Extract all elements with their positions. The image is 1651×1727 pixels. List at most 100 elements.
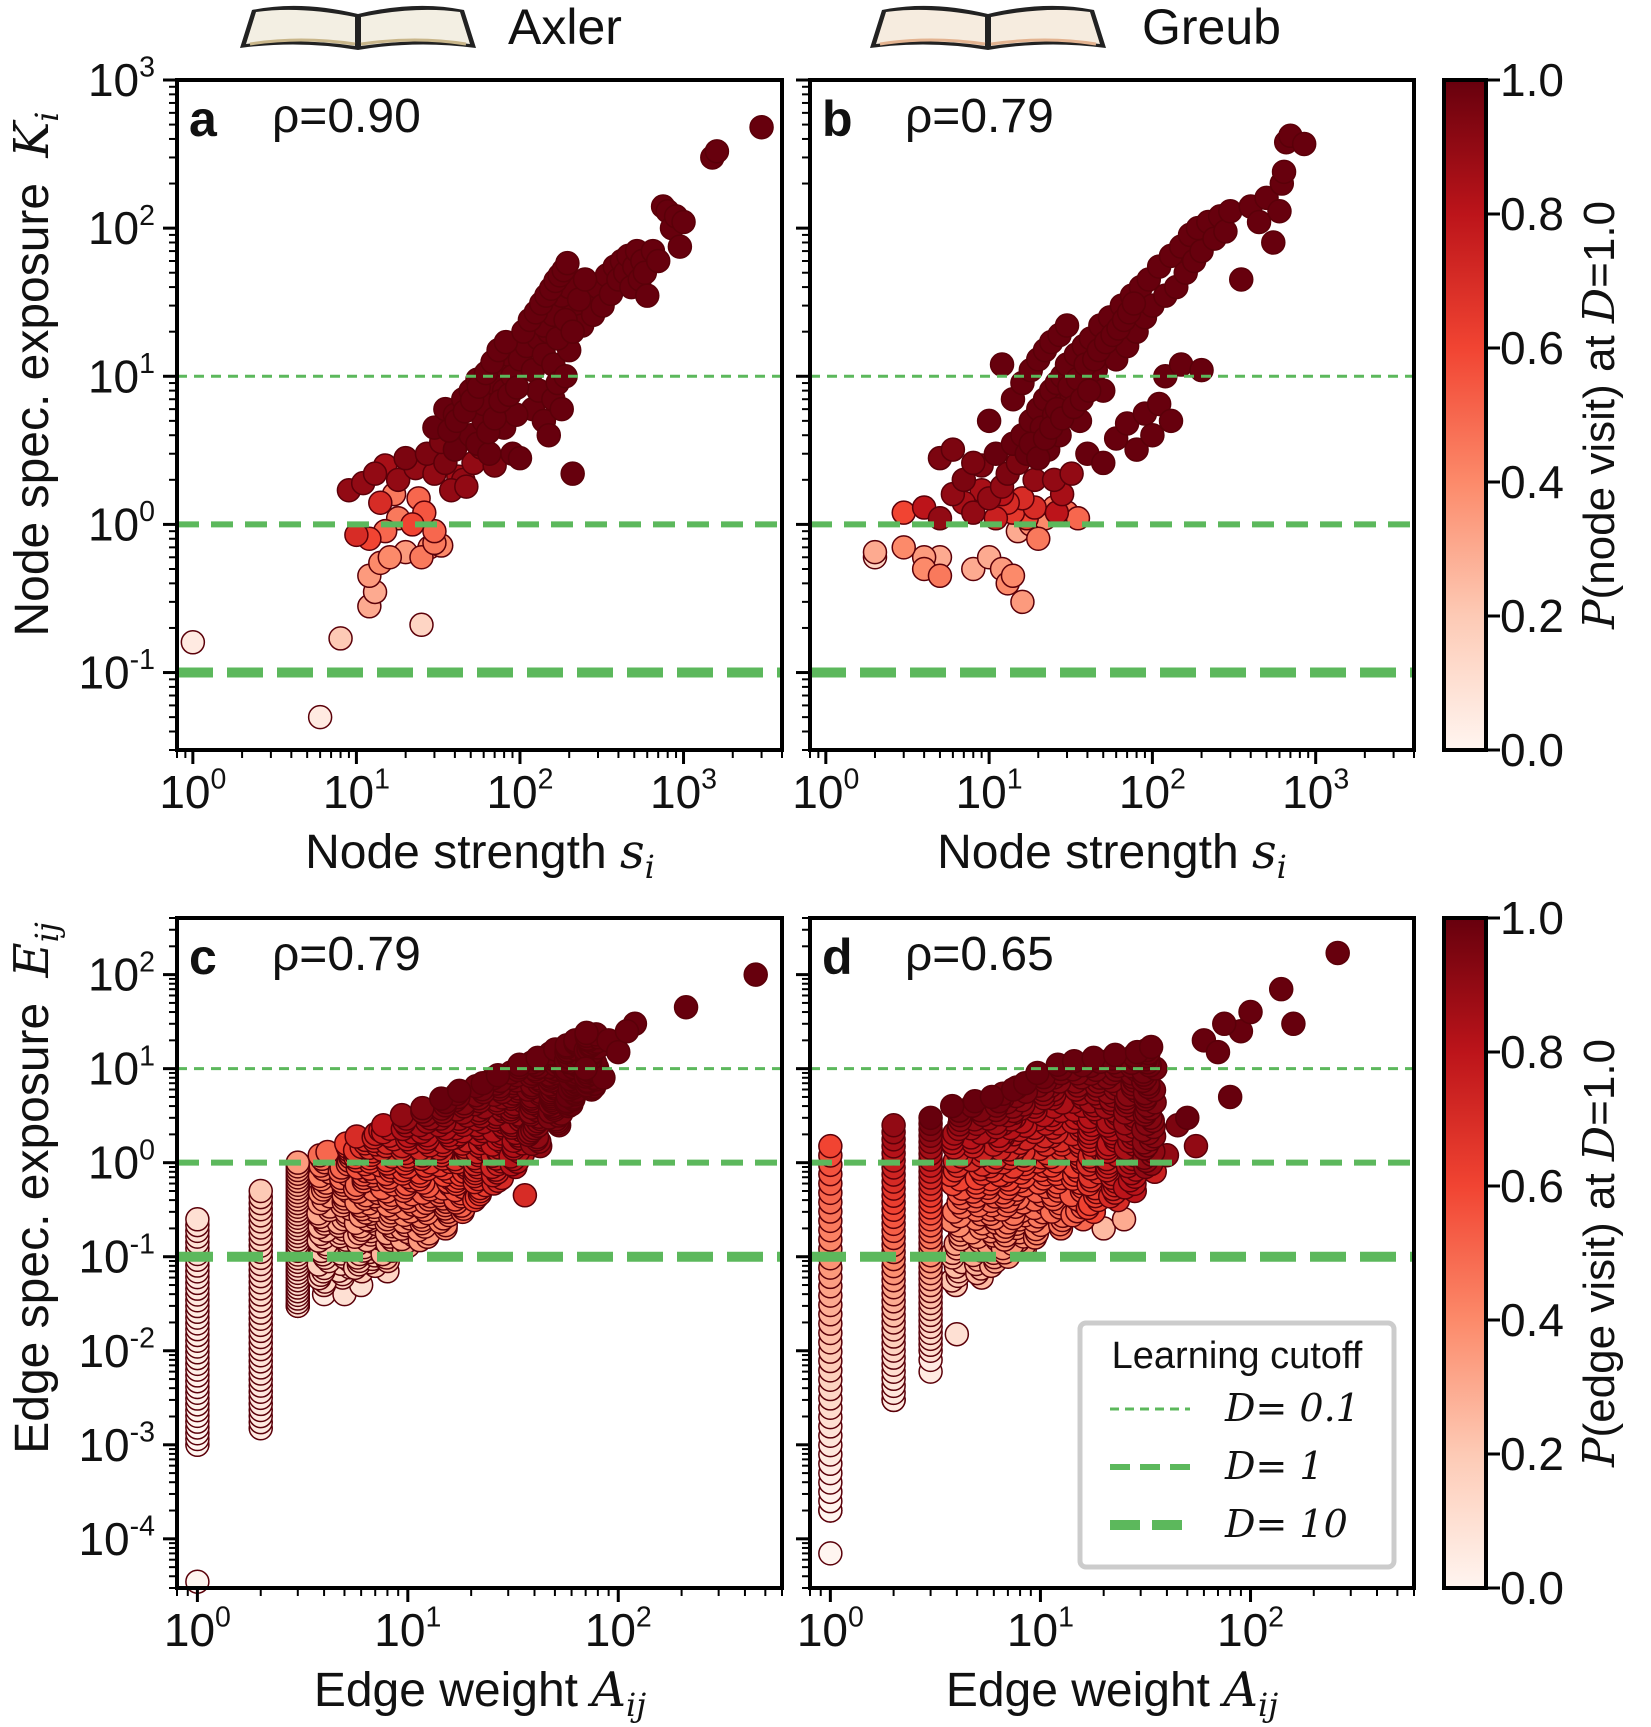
- colorbar-tick-label: 0.6: [1500, 322, 1564, 374]
- data-point: [507, 445, 533, 471]
- data-point: [549, 396, 574, 422]
- colorbar-tick-label: 1.0: [1500, 54, 1564, 106]
- y-tick-label: 10-4: [78, 1511, 155, 1565]
- y-tick-label: 102: [88, 200, 155, 254]
- data-point: [389, 1102, 415, 1128]
- x-axis-title-b: Node strength si: [937, 824, 1287, 886]
- colorbar-label-text: (node visit) at: [1575, 335, 1624, 599]
- x-tick-label: 102: [1119, 764, 1186, 818]
- colorbar-top: P(node visit) at D=1.0 0.0 0.2 0.4 0.6 0.8 1.…: [1442, 54, 1625, 776]
- plot-frame: [175, 78, 784, 752]
- data-point: [393, 445, 418, 471]
- colorbar-label: P(node visit) at D=1.0: [1574, 201, 1625, 630]
- data-point: [961, 500, 986, 525]
- data-point: [1281, 1011, 1306, 1037]
- data-point: [1168, 352, 1194, 377]
- data-point: [818, 1541, 843, 1566]
- open-book-icon: [240, 5, 476, 51]
- x-tick-label: 101: [323, 764, 390, 818]
- colorbar-label-p: P: [1574, 598, 1625, 630]
- data-point: [1238, 999, 1263, 1025]
- x-axis-title-sub: ij: [626, 1686, 646, 1724]
- y-tick-label: 103: [88, 52, 155, 106]
- data-point: [818, 1133, 843, 1159]
- data-point: [1081, 1045, 1106, 1071]
- data-point: [1124, 437, 1149, 462]
- x-tick-label: 100: [159, 764, 226, 818]
- y-tick-label: 102: [88, 946, 155, 1000]
- plot-frame: [808, 78, 1416, 752]
- data-point: [447, 1078, 472, 1104]
- rho-annotation: ρ=0.65: [905, 928, 1054, 981]
- x-tick-label: 102: [1217, 1602, 1284, 1656]
- colorbar-tick-label: 0.0: [1500, 724, 1564, 776]
- y-axis-title-sub: i: [28, 111, 66, 121]
- rho-annotation: ρ=0.79: [905, 90, 1054, 143]
- x-axis-title-sub: ij: [1258, 1686, 1278, 1724]
- data-point: [989, 352, 1015, 377]
- data-point: [1271, 159, 1297, 185]
- panel-a: 100 101 102 103 10-1 100 101 102 103 a ρ=0.90: [78, 52, 784, 818]
- data-point: [536, 422, 562, 448]
- colorbar-label-value: =1.0: [1575, 201, 1624, 288]
- y-axis-title-sub: ij: [28, 922, 66, 942]
- data-point: [1059, 461, 1084, 486]
- x-tick-label: 101: [956, 764, 1023, 818]
- panel-c: 100 101 102 10-4 10-3 10-2 10-1 100 101 102 c ρ=0.7…: [78, 916, 784, 1656]
- data-point: [1268, 976, 1294, 1002]
- colorbar-gradient: [1442, 916, 1488, 1590]
- book-header-axler: Axler: [240, 0, 622, 55]
- colorbar-gradient: [1442, 78, 1488, 752]
- scatter-points: [818, 940, 1350, 1566]
- data-point: [940, 437, 966, 462]
- colorbar-tick-label: 0.2: [1500, 590, 1564, 642]
- data-point: [1146, 391, 1172, 417]
- data-point: [606, 1039, 631, 1065]
- x-tick-label: 100: [164, 1602, 231, 1656]
- x-tick-label: 100: [792, 764, 859, 818]
- axis-ticks: [163, 78, 783, 764]
- x-axis-title-sub: i: [645, 848, 655, 886]
- data-point: [1076, 378, 1102, 403]
- panel-letter: a: [189, 91, 218, 147]
- data-point: [1205, 1039, 1231, 1065]
- data-point: [504, 375, 530, 400]
- data-point: [891, 535, 916, 560]
- data-point: [1138, 1034, 1164, 1060]
- data-point: [927, 563, 953, 589]
- axis-ticks: [163, 917, 783, 1602]
- data-point: [891, 500, 916, 525]
- book-title: Axler: [508, 0, 622, 55]
- colorbar-label-text: (edge visit) at: [1575, 1173, 1624, 1437]
- data-point: [307, 704, 333, 730]
- data-point: [979, 1084, 1005, 1110]
- x-tick-label: 102: [486, 764, 553, 818]
- data-point: [673, 994, 699, 1020]
- data-point: [881, 1113, 906, 1138]
- x-axis-title-text: Node strength: [305, 826, 607, 879]
- data-point: [1026, 526, 1051, 552]
- data-point: [1267, 199, 1292, 224]
- plot-frame: [175, 916, 784, 1590]
- panel-letter: d: [822, 929, 853, 985]
- data-point: [634, 283, 660, 308]
- colorbar-label-p: P: [1574, 1436, 1625, 1468]
- rho-annotation: ρ=0.79: [272, 928, 421, 981]
- scatter-points: [862, 123, 1317, 615]
- colorbar-tick-label: 0.4: [1500, 1294, 1564, 1346]
- y-axis-title-math: K: [4, 119, 60, 159]
- x-axis-title-a: Node strength si: [305, 824, 655, 886]
- y-tick-label: 10-1: [78, 644, 155, 698]
- data-point: [1121, 291, 1147, 316]
- x-tick-label: 103: [1282, 764, 1349, 818]
- x-tick-label: 100: [797, 1602, 864, 1656]
- y-tick-label: 101: [88, 1040, 155, 1094]
- x-axis-title-math: A: [1219, 1662, 1258, 1718]
- data-point: [1054, 313, 1080, 338]
- y-axis-title-top: Node spec. exposure Ki: [4, 111, 66, 636]
- data-point: [1025, 1060, 1050, 1086]
- panel-letter: b: [822, 91, 853, 147]
- y-axis-title-bottom: Edge spec. exposure Eij: [4, 922, 66, 1454]
- data-point: [574, 1020, 599, 1046]
